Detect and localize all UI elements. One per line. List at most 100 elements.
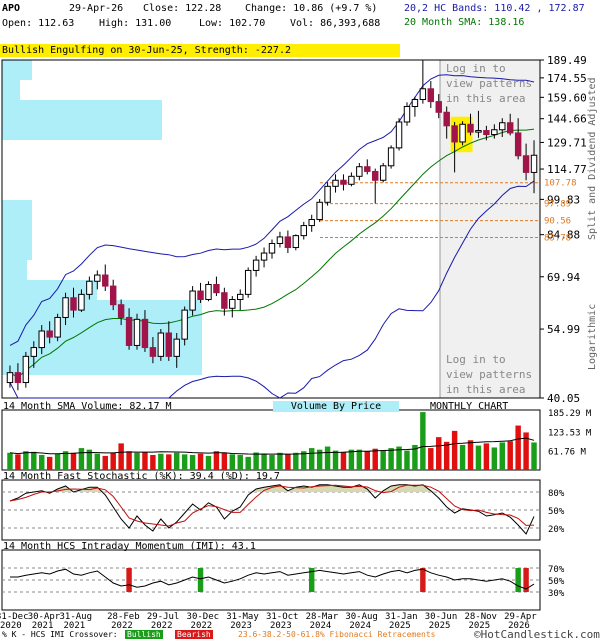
bull-candle (181, 309, 188, 340)
split-adjusted-label: Split and Dividend Adjusted (587, 77, 598, 240)
volume-bar (134, 452, 140, 470)
chart-type-label: MONTHLY CHART (430, 401, 509, 412)
x-tick-year: 2023 (230, 621, 252, 631)
x-tick-year: 2022 (191, 621, 213, 631)
volume-bar (150, 454, 156, 470)
login-watermark-bottom[interactable]: Log in to view patterns in this area (446, 353, 533, 396)
volume-bar (39, 454, 45, 470)
fib-label: 83.78 (544, 233, 571, 243)
stochastic-axis-label: 50% (548, 507, 565, 517)
volume-bar (15, 454, 21, 470)
volume-bar (293, 452, 299, 470)
volume-bar (515, 425, 521, 470)
imi-crossover-marker (515, 568, 521, 592)
imi-panel-title: 14 Month HCS Intraday Momentum (IMI): 43… (3, 541, 256, 552)
bear-candle (221, 292, 228, 309)
x-tick-label: 30-Aug (345, 612, 378, 622)
volume-bar (94, 453, 101, 470)
bull-candle (237, 293, 244, 300)
bear-candle (372, 170, 379, 181)
bull-candle (411, 99, 419, 108)
y-tick-label: 189.49 (547, 54, 587, 67)
volume-value: Vol: 86,393,688 (290, 18, 381, 29)
volume-bar (62, 451, 69, 470)
bull-candle (395, 121, 403, 149)
fib-label: 97.89 (544, 200, 571, 210)
y-tick-label: 144.66 (547, 113, 587, 126)
volume-bar (46, 456, 53, 470)
vbp-bar (2, 340, 202, 375)
volume-bar (261, 453, 267, 470)
fib-label: 90.56 (544, 217, 571, 227)
volume-axis-label: 61.76 M (548, 448, 587, 458)
login-watermark-top[interactable]: Log in to view patterns in this area (446, 62, 533, 105)
bull-candle (419, 88, 427, 101)
volume-bar (380, 450, 386, 470)
high-value: High: 131.00 (99, 18, 172, 29)
imi-crossover-marker (420, 568, 426, 592)
volume-bar (316, 449, 323, 470)
bull-candle (78, 293, 85, 311)
volume-bar (420, 412, 426, 470)
x-tick-year: 2024 (349, 621, 371, 631)
volume-bar (269, 454, 275, 470)
copyright[interactable]: ©HotCandlestick.com (474, 628, 600, 641)
bear-candle (14, 372, 22, 384)
sma-20-line (9, 128, 535, 379)
y-tick-label: 114.77 (547, 163, 587, 176)
volume-bar (396, 446, 402, 470)
volume-bar (523, 432, 529, 470)
volume-bar (229, 454, 236, 470)
volume-bar (467, 440, 474, 470)
bull-candle (30, 347, 38, 357)
x-tick-year: 2022 (111, 621, 133, 631)
volume-bar (364, 451, 371, 470)
bull-candle (94, 274, 101, 282)
stochastic-panel-title: 14 Month Fast Stochastic (%K): 39.4 (%D)… (3, 471, 280, 482)
bear-candle (514, 132, 522, 157)
volume-bar (78, 448, 85, 470)
fibonacci-legend: 23.6-38.2-50-61.8% Fibonacci Retracement… (238, 630, 436, 639)
volume-bar (475, 445, 482, 470)
bear-candle (125, 316, 133, 346)
sma-legend: 20 Month SMA: 138.16 (404, 17, 525, 28)
volume-bar (237, 454, 243, 470)
volume-bar (118, 443, 124, 470)
y-tick-label: 129.71 (547, 136, 587, 149)
vbp-bar (2, 120, 162, 140)
volume-bar (189, 454, 196, 470)
volume-bar (356, 449, 363, 470)
bull-candle (332, 179, 339, 187)
bear-candle (141, 318, 149, 349)
pattern-banner[interactable]: Bullish Engulfing on 30-Jun-25, Strength… (0, 44, 400, 57)
change-value: Change: 10.86 (+9.7 %) (245, 3, 378, 14)
bull-candle (252, 259, 260, 271)
imi-crossover-marker (523, 568, 529, 592)
bear-candle (506, 122, 514, 134)
volume-bar (404, 450, 410, 470)
vbp-bar (2, 260, 27, 280)
volume-bar (459, 444, 466, 470)
vbp-bar (2, 300, 202, 340)
bull-candle (324, 185, 331, 203)
volume-bar (388, 448, 394, 470)
x-tick-label: 30-Apr (28, 612, 61, 622)
stochastic-axis-label: 20% (548, 525, 565, 535)
x-tick-year: 2022 (151, 621, 173, 631)
y-tick-label: 69.94 (547, 271, 580, 284)
low-value: Low: 102.70 (199, 18, 266, 29)
volume-bar (142, 451, 148, 470)
fib-label: 107.78 (544, 179, 577, 189)
bear-candle (197, 290, 204, 300)
imi-axis-label: 70% (548, 565, 565, 575)
volume-bar (245, 456, 251, 470)
volume-bar (54, 453, 61, 470)
bull-candle (530, 154, 538, 173)
login-overlay-area (440, 60, 540, 398)
ticker-symbol: APO (2, 3, 21, 14)
volume-bar (507, 441, 513, 470)
x-tick-year: 2020 (0, 621, 22, 631)
volume-bar (181, 454, 188, 470)
close-value: Close: 122.28 (143, 3, 222, 14)
imi-axis-label: 30% (548, 589, 565, 599)
